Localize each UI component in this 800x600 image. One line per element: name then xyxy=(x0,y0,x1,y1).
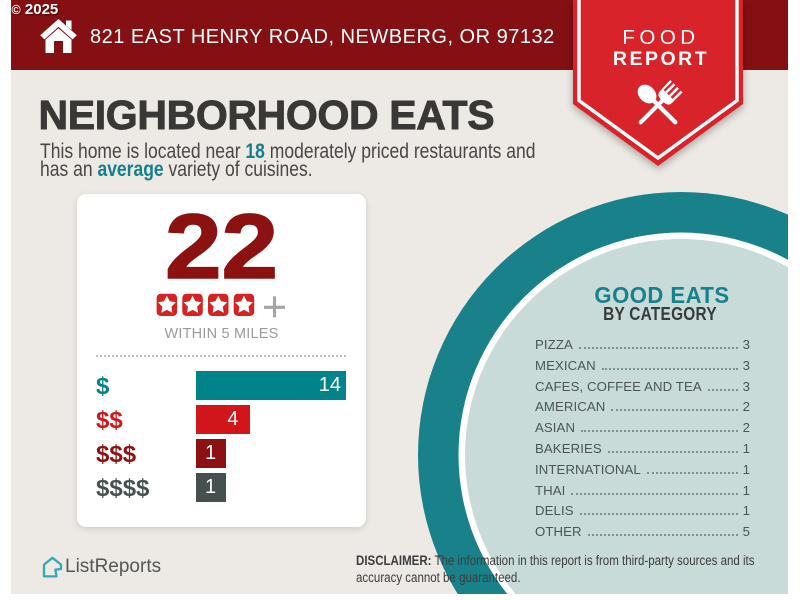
svg-text:FOOD: FOOD xyxy=(622,26,699,49)
svg-text:REPORT: REPORT xyxy=(613,48,709,70)
